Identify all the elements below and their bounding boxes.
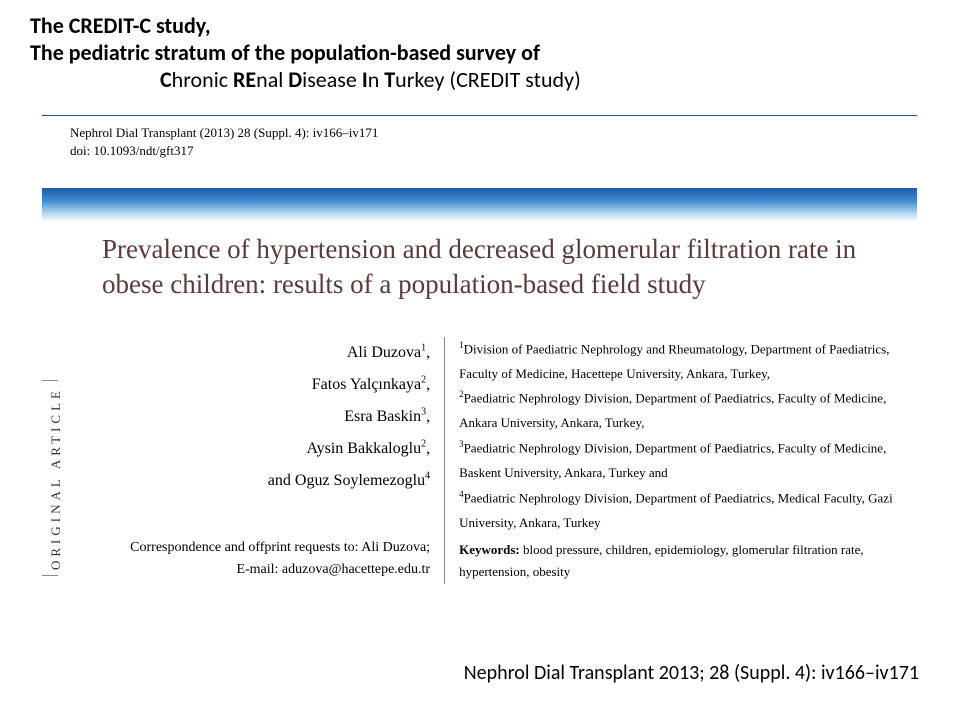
affiliation-2: 2Paediatric Nephrology Division, Departm… — [459, 386, 897, 436]
credit-c: C — [160, 66, 172, 93]
correspondence: Correspondence and offprint requests to:… — [90, 537, 430, 582]
keywords: Keywords: blood pressure, children, epid… — [459, 539, 897, 583]
vertical-border-top — [42, 380, 58, 381]
author: Fatos Yalçınkaya2, — [90, 369, 430, 401]
authors-column: Ali Duzova1,Fatos Yalçınkaya2,Esra Baski… — [90, 337, 445, 584]
credit-re: RE — [233, 66, 256, 93]
author: Ali Duzova1, — [90, 337, 430, 369]
journal-line: Nephrol Dial Transplant (2013) 28 (Suppl… — [70, 124, 917, 142]
affiliation-3: 3Paediatric Nephrology Division, Departm… — [459, 436, 897, 486]
affiliations-column: 1Division of Paediatric Nephrology and R… — [445, 337, 897, 584]
footer-citation: Nephrol Dial Transplant 2013; 28 (Suppl.… — [464, 661, 919, 685]
keywords-label: Keywords: — [459, 542, 520, 557]
author: Aysin Bakkaloglu2, — [90, 433, 430, 465]
header-line3: Chronic REnal Disease In Turkey (CREDIT … — [30, 66, 929, 93]
affiliation-1: 1Division of Paediatric Nephrology and R… — [459, 337, 897, 387]
author-affil-columns: Ali Duzova1,Fatos Yalçınkaya2,Esra Baski… — [42, 311, 917, 584]
author: and Oguz Soylemezoglu4 — [90, 465, 430, 497]
header-line1: The CREDIT-C study, — [30, 12, 929, 39]
keywords-text: blood pressure, children, epidemiology, … — [459, 542, 864, 579]
header-line2: The pediatric stratum of the population-… — [30, 39, 929, 66]
credit-t: T — [384, 66, 395, 93]
journal-reference: Nephrol Dial Transplant (2013) 28 (Suppl… — [42, 116, 917, 160]
gradient-bar — [42, 188, 917, 222]
correspondence-email: E-mail: aduzova@hacettepe.edu.tr — [90, 559, 430, 581]
credit-d: D — [288, 66, 302, 93]
author: Esra Baskin3, — [90, 401, 430, 433]
slide-header: The CREDIT-C study, The pediatric stratu… — [0, 0, 959, 97]
original-article-label: ORIGINAL ARTICLE — [48, 387, 64, 570]
correspondence-line1: Correspondence and offprint requests to:… — [90, 537, 430, 559]
journal-doi: doi: 10.1093/ndt/gft317 — [70, 142, 917, 160]
article-container: Nephrol Dial Transplant (2013) 28 (Suppl… — [42, 115, 917, 584]
paper-title: Prevalence of hypertension and decreased… — [42, 222, 917, 310]
affiliation-4: 4Paediatric Nephrology Division, Departm… — [459, 486, 897, 536]
vertical-border-bottom — [42, 575, 58, 576]
